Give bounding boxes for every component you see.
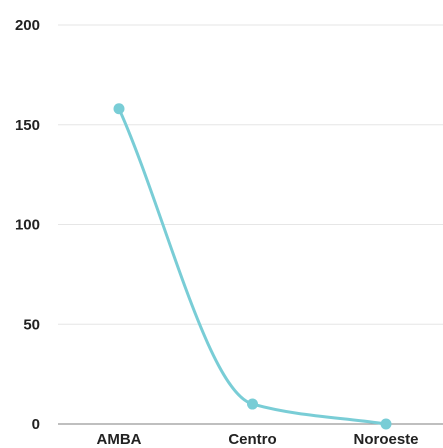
- x-tick-label: AMBA: [97, 431, 142, 448]
- data-point-centro[interactable]: [247, 398, 258, 410]
- x-tick-label: Noroeste: [353, 431, 418, 448]
- y-tick-label: 200: [15, 17, 40, 34]
- y-tick-label: 50: [23, 316, 40, 333]
- y-tick-label: 0: [32, 416, 40, 433]
- x-tick-label: Centro: [228, 431, 276, 448]
- data-point-noroeste[interactable]: [380, 418, 392, 430]
- series-layer: [113, 103, 392, 430]
- series-line: [117, 107, 388, 426]
- gridlines: [58, 24, 443, 425]
- y-tick-label: 150: [15, 117, 40, 134]
- y-tick-label: 100: [15, 217, 40, 234]
- x-axis-category-labels: AMBA Centro Noroeste: [97, 431, 419, 448]
- y-axis-tick-labels: 0 50 100 150 200: [15, 17, 40, 433]
- data-point-amba[interactable]: [113, 103, 125, 115]
